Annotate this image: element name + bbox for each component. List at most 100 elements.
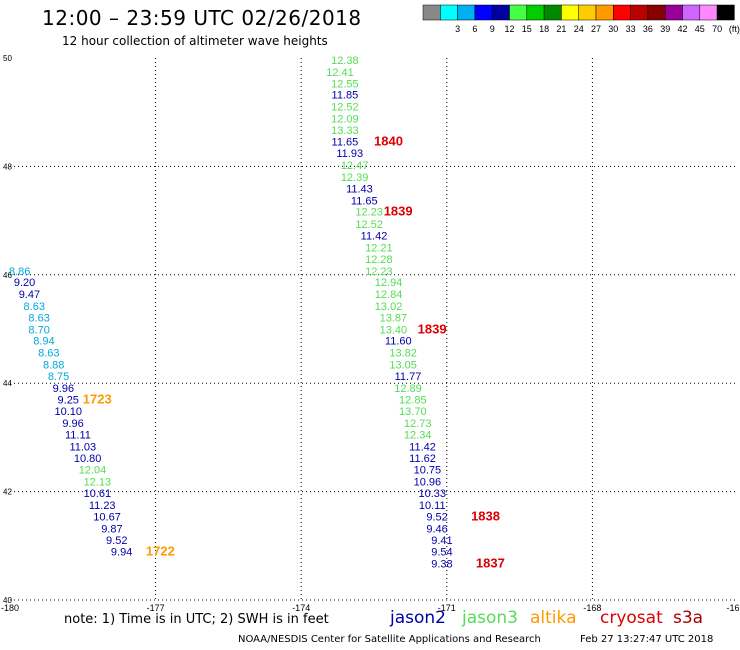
wave-height-value: 13.87: [380, 312, 408, 324]
wave-height-value: 12.04: [79, 465, 107, 477]
y-tick-label: 46: [3, 271, 12, 280]
legend-jason3: jason3: [462, 608, 518, 628]
generated-time: Feb 27 13:27:47 UTC 2018: [580, 634, 714, 645]
wave-height-value: 11.03: [69, 441, 96, 453]
wave-height-value: 11.23: [89, 500, 116, 512]
wave-height-value: 10.61: [84, 488, 112, 500]
scale-label: 70: [712, 24, 722, 34]
wave-height-value: 11.65: [351, 195, 378, 207]
wave-height-value: 13.02: [375, 301, 403, 313]
pass-time-label: 1839: [418, 321, 447, 336]
pass-time-label: 1723: [83, 391, 112, 406]
wave-height-value: 12.09: [331, 113, 359, 125]
wave-height-value: 13.70: [399, 406, 427, 418]
wave-height-value: 9.54: [431, 547, 452, 559]
footer-note: note: 1) Time is in UTC; 2) SWH is in fe…: [64, 612, 329, 627]
wave-height-value: 12.52: [355, 219, 383, 231]
scale-label: 24: [574, 24, 584, 34]
scale-label: 39: [660, 24, 670, 34]
legend-jason2: jason2: [390, 608, 446, 628]
pass-time-label: 1837: [476, 555, 505, 570]
scale-label: 45: [695, 24, 705, 34]
wave-height-value: 11.62: [409, 453, 436, 465]
scale-label: 18: [539, 24, 549, 34]
y-tick-label: 40: [3, 596, 12, 605]
scale-label: 30: [608, 24, 618, 34]
scale-label: 9: [490, 24, 495, 34]
y-tick-label: 42: [3, 488, 12, 497]
wave-height-value: 9.96: [53, 383, 74, 395]
wave-height-value: 9.96: [62, 418, 83, 430]
scale-label: 15: [522, 24, 532, 34]
wave-height-value: 8.88: [43, 360, 64, 372]
scale-label: 12: [504, 24, 514, 34]
wave-height-value: 13.40: [380, 324, 408, 336]
wave-height-value: 9.20: [14, 277, 35, 289]
wave-height-value: 12.34: [404, 429, 432, 441]
map-subtitle: 12 hour collection of altimeter wave hei…: [62, 34, 328, 48]
wave-height-value: 11.42: [361, 231, 388, 243]
wave-height-value: 11.65: [332, 136, 359, 148]
y-tick-label: 44: [3, 379, 12, 388]
legend-s3a: s3a: [673, 608, 704, 628]
wave-height-value: 11.85: [332, 90, 359, 102]
wave-height-value: 9.38: [431, 558, 452, 570]
wave-height-value: 12.38: [331, 55, 359, 67]
wave-height-value: 12.84: [375, 289, 403, 301]
wave-height-value: 12.23: [355, 207, 383, 219]
wave-height-value: 11.77: [395, 371, 422, 383]
wave-height-value: 12.85: [399, 394, 427, 406]
wave-height-value: 9.94: [111, 547, 132, 559]
scale-label: (ft): [729, 24, 740, 34]
wave-height-value: 11.60: [385, 336, 412, 348]
wave-height-value: 12.89: [394, 383, 422, 395]
scale-label: 42: [677, 24, 687, 34]
wave-height-value: 9.41: [431, 535, 452, 547]
y-tick-label: 50: [3, 54, 12, 63]
wave-height-value: 12.47: [341, 160, 369, 172]
x-tick-label: -171: [438, 603, 456, 613]
wave-height-value: 12.73: [404, 418, 432, 430]
wave-height-value: 11.93: [336, 148, 363, 160]
pass-time-label: 1840: [374, 133, 403, 148]
wave-height-value: 10.33: [418, 488, 446, 500]
wave-height-value: 10.67: [93, 511, 121, 523]
wave-height-value: 9.52: [106, 535, 127, 547]
scale-label: 21: [556, 24, 566, 34]
wave-height-value: 12.41: [326, 67, 354, 79]
scale-label: 6: [472, 24, 477, 34]
x-tick-label: -177: [147, 603, 165, 613]
wave-height-value: 8.70: [28, 324, 49, 336]
wave-height-value: 9.25: [58, 394, 79, 406]
legend-cryosat: cryosat: [600, 608, 663, 628]
scale-swatch: [716, 4, 735, 21]
credit-line: NOAA/NESDIS Center for Satellite Applica…: [238, 634, 541, 645]
wave-height-value: 8.63: [28, 312, 49, 324]
x-tick-label: -16: [726, 603, 739, 613]
wave-height-value: 13.33: [331, 125, 359, 137]
wave-height-value: 10.11: [419, 500, 446, 512]
pass-time-label: 1722: [146, 544, 175, 559]
legend-altika: altika: [530, 608, 577, 628]
wave-height-value: 10.10: [54, 406, 82, 418]
wave-height-value: 13.82: [389, 348, 417, 360]
wave-height-value: 11.11: [65, 429, 91, 441]
scale-label: 3: [455, 24, 460, 34]
wave-height-value: 10.75: [414, 465, 442, 477]
map-title: 12:00 – 23:59 UTC 02/26/2018: [42, 6, 362, 30]
wave-height-value: 8.63: [24, 301, 45, 313]
scale-label: 33: [626, 24, 636, 34]
wave-height-value: 8.86: [9, 266, 30, 278]
pass-time-label: 1838: [471, 508, 500, 523]
wave-height-value: 12.23: [365, 266, 393, 278]
wave-height-value: 10.80: [74, 453, 102, 465]
wave-height-value: 8.75: [48, 371, 69, 383]
scale-label: 36: [643, 24, 653, 34]
wave-height-value: 10.96: [414, 477, 442, 489]
wave-height-value: 11.42: [409, 441, 436, 453]
wave-height-value: 9.47: [19, 289, 40, 301]
wave-height-value: 9.52: [426, 511, 447, 523]
wave-height-value: 12.94: [375, 277, 403, 289]
wave-height-value: 12.55: [331, 78, 359, 90]
